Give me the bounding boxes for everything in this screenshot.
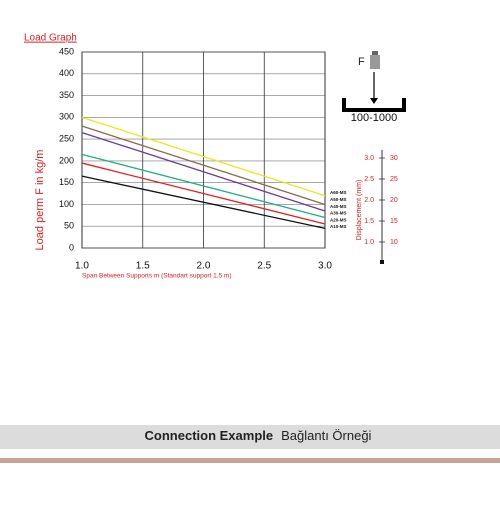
scale-right-label: 25: [390, 176, 398, 183]
x-tick-label: 1.0: [75, 261, 89, 272]
scale-left-label: 1.5: [364, 218, 374, 225]
chart-title: Load Graph: [24, 33, 77, 44]
plot: 0 50 100 150 200 250 300 350 400 450 1.0 1.5 2.0 2.5 3…: [59, 46, 347, 271]
footer-title: Connection Example: [145, 428, 274, 443]
y-tick-label: 250: [59, 133, 74, 143]
scale-left-label: 2.0: [364, 197, 374, 204]
legend-label: A50-MS: [330, 197, 347, 202]
footer-rule: [0, 458, 500, 463]
series-line: [81, 153, 326, 219]
scale-right-label: 20: [390, 197, 398, 204]
legend-label: A30-MS: [330, 211, 347, 216]
scale-right-label: 10: [390, 239, 398, 246]
scale-left-label: 1.0: [364, 239, 374, 246]
scale-ticks: 3.0 30 2.5 25 2.0 20 1.5 15 1.0 10: [364, 155, 398, 246]
series-line: [81, 125, 326, 206]
scale-left-label: 2.5: [364, 176, 374, 183]
footer-subtitle: Bağlantı Örneği: [281, 428, 371, 443]
x-tick-label: 2.0: [197, 261, 211, 272]
x-tick-label: 1.5: [136, 261, 150, 272]
y-tick-label: 50: [64, 221, 74, 231]
y-tick-label: 400: [59, 68, 74, 78]
y-tick-label: 0: [69, 242, 74, 252]
scale-end: [380, 260, 384, 264]
y-tick-label: 300: [59, 112, 74, 122]
scale-label: Displacement (mm): [356, 180, 363, 241]
legend-label: A40-MS: [330, 204, 347, 209]
x-tick-label: 3.0: [318, 261, 332, 272]
y-tick-label: 150: [59, 177, 74, 187]
scale-right-label: 30: [390, 155, 398, 162]
footer-band: [0, 425, 500, 449]
y-axis-label: Load perm F in kg/m: [34, 150, 46, 251]
series-line: [81, 116, 326, 197]
y-tick-label: 350: [59, 90, 74, 100]
force-label: F: [358, 56, 365, 68]
legend-label: A60-MS: [330, 190, 347, 195]
x-tick-label: 2.5: [257, 261, 271, 272]
series-line: [81, 175, 326, 230]
y-tick-label: 450: [59, 46, 74, 56]
legend-label: A10-MS: [330, 224, 347, 229]
series-line: [81, 131, 326, 212]
x-axis-label: Span Between Supports m (Standart suppor…: [82, 273, 232, 280]
series-line: [81, 162, 326, 225]
y-tick-label: 100: [59, 199, 74, 209]
weight-icon: [342, 51, 406, 112]
scale-right-label: 15: [390, 218, 398, 225]
y-tick-label: 200: [59, 155, 74, 165]
scale-left-label: 3.0: [364, 155, 374, 162]
footer-text: Connection Example Bağlantı Örneği: [145, 428, 372, 443]
range-label: 100-1000: [351, 112, 398, 124]
legend-label: A20-MS: [330, 217, 347, 222]
